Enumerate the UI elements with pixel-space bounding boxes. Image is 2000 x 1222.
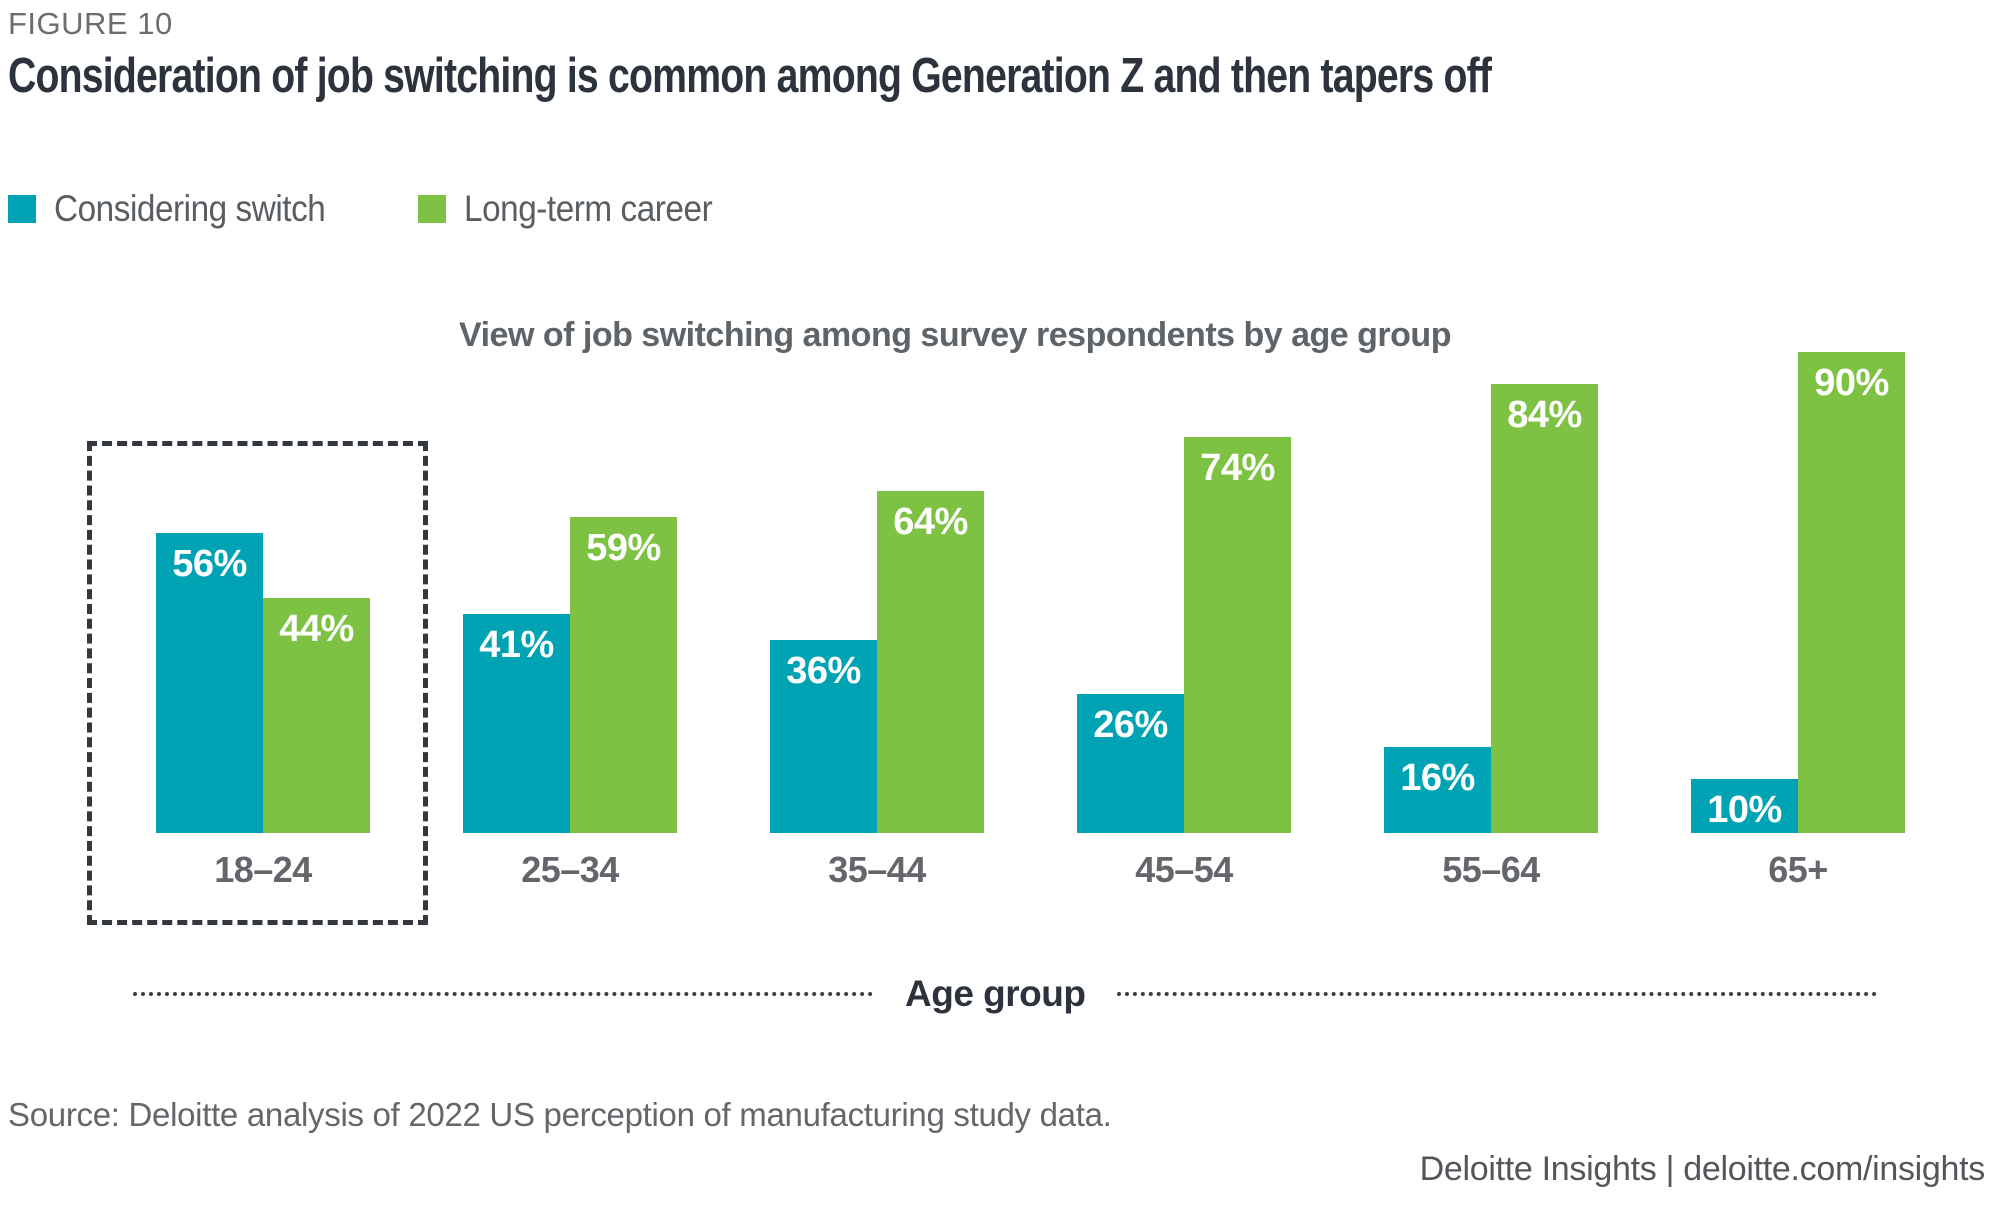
category-label: 45–54 [1135, 849, 1233, 890]
bar-value-label: 84% [1507, 394, 1582, 436]
category-label: 55–64 [1442, 849, 1540, 890]
bar-long-term-career: 44% [263, 598, 370, 833]
bar-long-term-career: 64% [877, 491, 984, 833]
figure-label: FIGURE 10 [8, 6, 173, 41]
bar-considering-switch: 26% [1077, 694, 1184, 833]
bar-long-term-career: 59% [570, 517, 677, 833]
bar-value-label: 16% [1400, 757, 1475, 799]
category-label: 65+ [1768, 849, 1828, 890]
bar-value-label: 10% [1707, 789, 1782, 831]
legend-item-long-term-career: Long-term career [417, 188, 740, 230]
x-axis: Age group [133, 966, 1877, 1022]
x-axis-dotted-line-right [1117, 992, 1877, 996]
legend-item-considering-switch: Considering switch [8, 188, 356, 230]
figure-title: Consideration of job switching is common… [8, 49, 1492, 103]
footer-credit: Deloitte Insights | deloitte.com/insight… [1419, 1150, 1986, 1188]
bar-value-label: 64% [893, 501, 968, 543]
x-axis-dotted-line-left [133, 992, 873, 996]
legend-label: Long-term career [463, 188, 713, 229]
bar-long-term-career: 74% [1184, 437, 1291, 833]
bar-considering-switch: 16% [1384, 747, 1491, 833]
bar-value-label: 26% [1093, 704, 1168, 746]
chart-legend: Considering switch Long-term career [8, 188, 739, 230]
highlight-box-18-24 [87, 441, 428, 925]
bar-value-label: 36% [786, 650, 861, 692]
bar-considering-switch: 36% [770, 640, 877, 833]
source-note: Source: Deloitte analysis of 2022 US per… [8, 1096, 1112, 1133]
bar-value-label: 59% [586, 527, 661, 569]
bar-long-term-career: 84% [1491, 384, 1598, 833]
bar-considering-switch: 41% [463, 614, 570, 833]
bar-long-term-career: 90% [1798, 352, 1905, 833]
category-label: 35–44 [828, 849, 926, 890]
legend-swatch-long-term-career-icon [417, 195, 446, 223]
chart-subtitle: View of job switching among survey respo… [459, 316, 1451, 354]
x-axis-label: Age group [905, 973, 1086, 1014]
bar-considering-switch: 56% [156, 533, 263, 833]
legend-swatch-considering-switch-icon [8, 195, 36, 223]
bar-value-label: 74% [1200, 447, 1275, 489]
bar-considering-switch: 10% [1691, 779, 1798, 833]
bar-value-label: 90% [1814, 362, 1889, 404]
bar-value-label: 41% [479, 624, 554, 666]
bar-value-label: 56% [172, 543, 247, 585]
category-label: 18–24 [214, 849, 312, 890]
bar-value-label: 44% [279, 608, 354, 650]
category-label: 25–34 [521, 849, 619, 890]
legend-label: Considering switch [54, 188, 326, 229]
